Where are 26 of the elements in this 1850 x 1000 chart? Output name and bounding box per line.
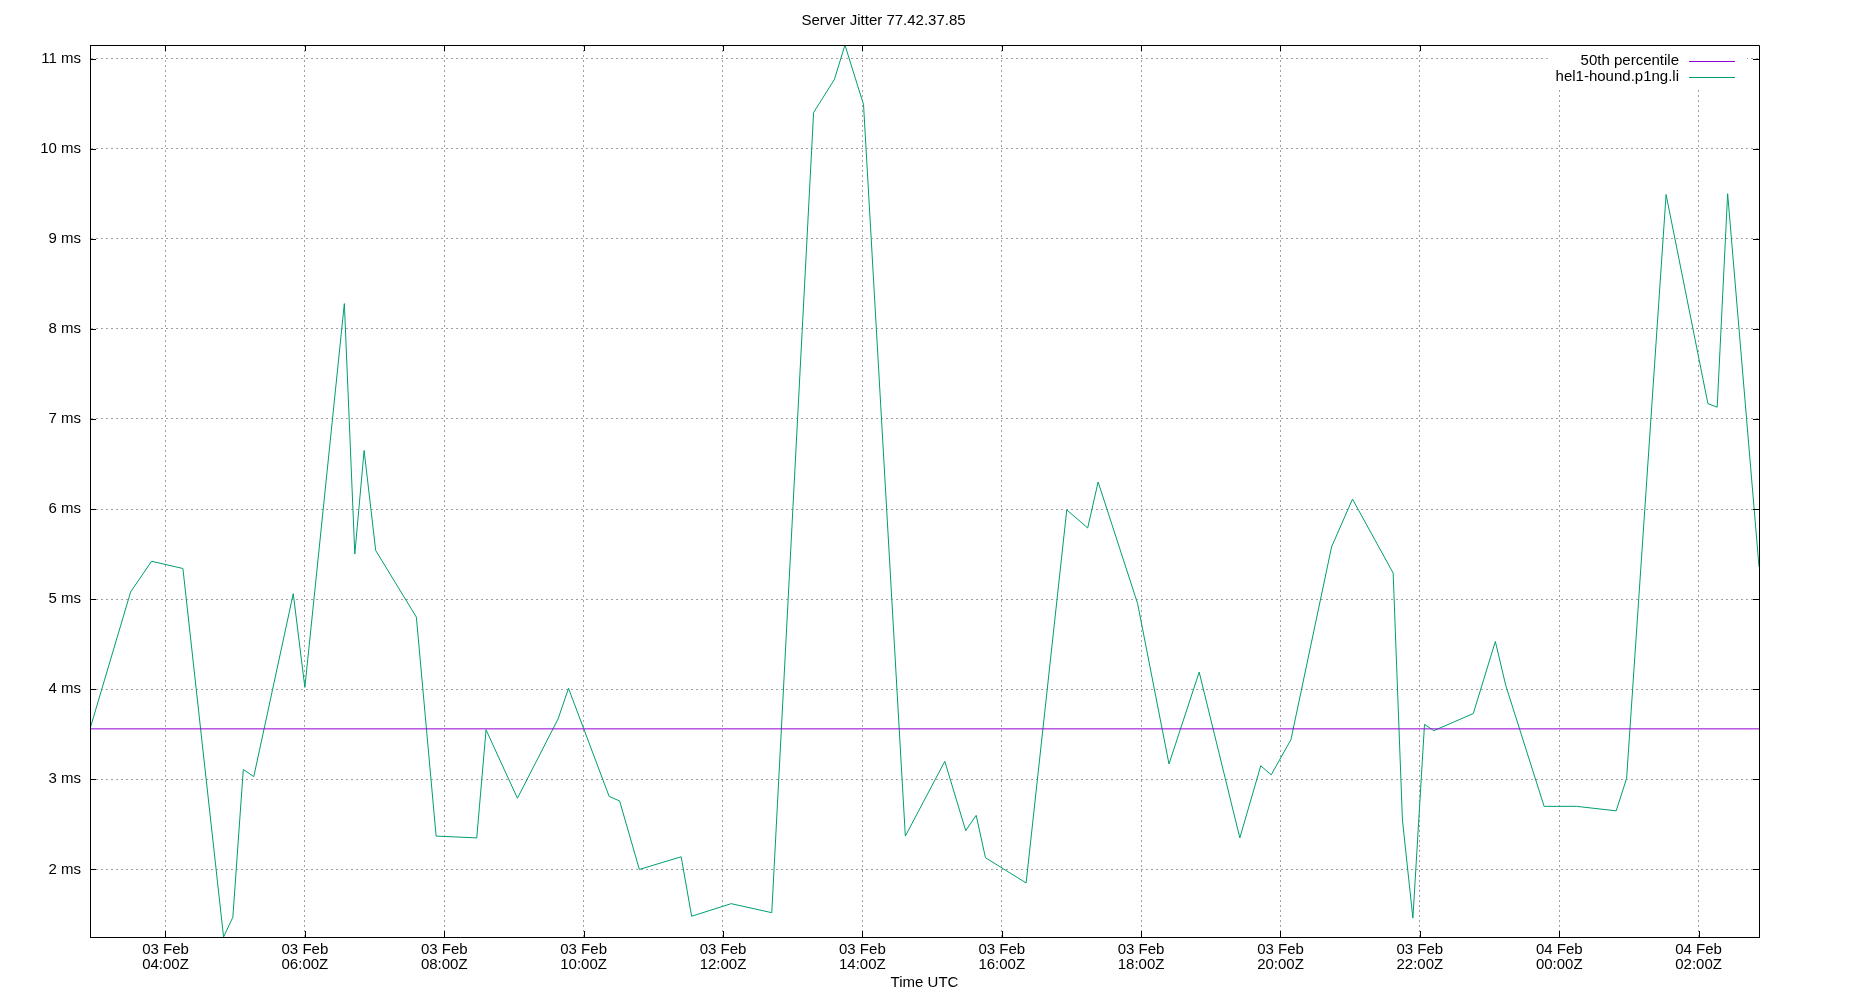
legend-label: hel1-hound.p1ng.li: [1555, 67, 1679, 85]
x-tick-label: 03 Feb 14:00Z: [839, 939, 886, 972]
y-tick-label: 11 ms: [41, 48, 81, 66]
x-tick-label: 03 Feb 16:00Z: [978, 939, 1026, 972]
x-tick-label: 03 Feb 12:00Z: [699, 939, 747, 972]
x-tick-label: 03 Feb 22:00Z: [1396, 939, 1444, 972]
y-tick-label: 6 ms: [48, 499, 81, 517]
x-tick-label: 03 Feb 10:00Z: [560, 939, 607, 972]
legend-label: 50th percentile: [1580, 51, 1679, 69]
chart-title: Server Jitter 77.42.37.85: [801, 11, 966, 29]
y-tick-label: 5 ms: [48, 589, 81, 607]
x-tick-label: 04 Feb 00:00Z: [1535, 939, 1583, 972]
x-tick-label: 03 Feb 08:00Z: [420, 939, 468, 972]
y-tick-label: 8 ms: [48, 318, 81, 336]
y-tick-label: 4 ms: [48, 679, 81, 697]
y-tick-label: 9 ms: [48, 228, 81, 246]
y-tick-label: 2 ms: [48, 859, 81, 877]
y-tick-label: 3 ms: [48, 769, 81, 787]
y-tick-label: 7 ms: [48, 409, 81, 427]
y-tick-label: 10 ms: [40, 138, 81, 156]
x-tick-label: 03 Feb 18:00Z: [1117, 939, 1165, 972]
x-axis-title: Time UTC: [890, 973, 959, 991]
x-tick-label: 03 Feb 06:00Z: [281, 939, 329, 972]
x-tick-label: 03 Feb 04:00Z: [142, 939, 189, 972]
x-tick-label: 04 Feb 02:00Z: [1675, 939, 1722, 972]
x-tick-label: 03 Feb 20:00Z: [1257, 939, 1304, 972]
